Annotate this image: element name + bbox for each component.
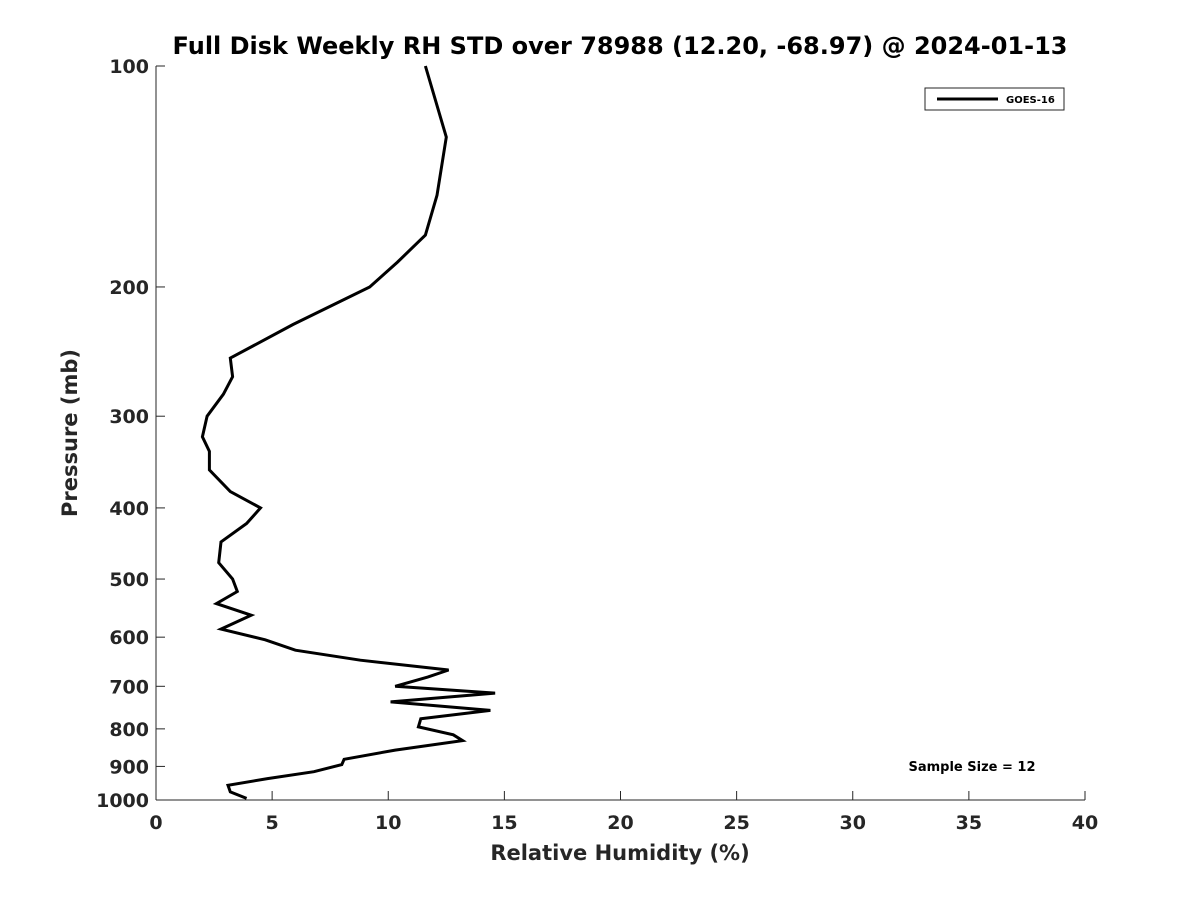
x-tick-label: 35	[956, 812, 982, 834]
y-tick-label: 500	[109, 569, 149, 591]
y-tick-label: 800	[109, 719, 149, 741]
x-tick-label: 15	[491, 812, 517, 834]
y-tick-label: 900	[109, 756, 149, 778]
y-tick-label: 600	[109, 627, 149, 649]
y-tick-label: 1000	[96, 790, 149, 812]
y-tick-label: 200	[109, 277, 149, 299]
y-axis-ticks: 100 200 300 400 500 600 700 800 900 1000	[96, 56, 165, 812]
x-tick-label: 0	[149, 812, 162, 834]
y-tick-label: 300	[109, 406, 149, 428]
x-tick-label: 5	[266, 812, 279, 834]
y-tick-label: 400	[109, 498, 149, 520]
y-tick-label: 100	[109, 56, 149, 78]
x-tick-label: 25	[723, 812, 749, 834]
plot-area	[156, 66, 1085, 800]
series-group	[200, 65, 496, 800]
x-tick-label: 10	[375, 812, 401, 834]
x-tick-label: 40	[1072, 812, 1098, 834]
legend: GOES-16	[924, 87, 1065, 111]
x-tick-label: 30	[840, 812, 866, 834]
chart-title: Full Disk Weekly RH STD over 78988 (12.2…	[173, 32, 1068, 60]
sample-size-annotation: Sample Size = 12	[908, 760, 1035, 775]
legend-label-goes-16: GOES-16	[1006, 95, 1055, 106]
x-axis-ticks: 0 5 10 15 20 25 30 35 40	[149, 791, 1098, 834]
y-tick-label: 700	[109, 676, 149, 698]
x-tick-label: 20	[607, 812, 633, 834]
y-axis-label: Pressure (mb)	[58, 349, 82, 517]
x-axis-label: Relative Humidity (%)	[490, 841, 749, 865]
series-line-goes-16	[200, 65, 496, 800]
